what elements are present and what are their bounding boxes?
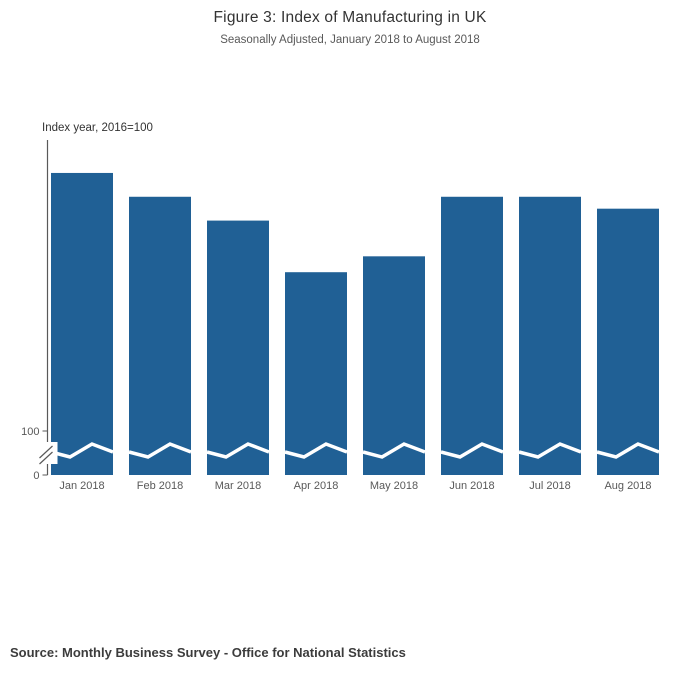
chart-title: Figure 3: Index of Manufacturing in UK	[213, 9, 487, 26]
bar-break-mark	[518, 442, 582, 459]
y-tick-label: 100	[21, 426, 39, 438]
y-axis-label: Index year, 2016=100	[42, 122, 153, 134]
axis-break-slash	[39, 451, 53, 465]
x-tick-label: Mar 2018	[215, 480, 261, 492]
bar-break-mark	[362, 442, 426, 459]
bar-chart: Index year, 2016=100 0 100 Jan 2018 Feb 201…	[21, 122, 660, 492]
bar-apr-2018	[285, 272, 347, 475]
bar-jul-2018	[519, 196, 581, 475]
bar-break-mark	[206, 442, 270, 459]
bar-jun-2018	[441, 196, 503, 475]
bar-mar-2018	[207, 220, 269, 475]
bar-break-mark	[128, 442, 192, 459]
chart-subtitle: Seasonally Adjusted, January 2018 to Aug…	[220, 34, 480, 46]
bar-feb-2018	[129, 196, 191, 475]
chart-body: 0 100 Jan 2018 Feb 2018 Mar 2018 Apr 2018 May …	[21, 140, 660, 492]
bar-break-mark	[50, 442, 114, 459]
x-tick-label: Jun 2018	[449, 480, 494, 492]
bar-break-mark	[440, 442, 504, 459]
bar-jan-2018	[51, 172, 113, 475]
chart-area: Index year, 2016=100 0 100 Jan 2018 Feb 201…	[0, 48, 700, 613]
x-tick-label: Feb 2018	[137, 480, 183, 492]
bar-break-mark	[284, 442, 348, 459]
x-tick-label: May 2018	[370, 480, 418, 492]
bar-break-mark	[596, 442, 660, 459]
x-tick-label: Jan 2018	[59, 480, 104, 492]
axis-break-slash	[39, 445, 53, 459]
bar-may-2018	[363, 256, 425, 475]
x-tick-label: Aug 2018	[604, 480, 651, 492]
x-tick-label: Apr 2018	[294, 480, 339, 492]
bar-aug-2018	[597, 208, 659, 475]
y-tick-label: 0	[33, 470, 39, 482]
axis-break-gap	[37, 442, 58, 464]
x-tick-label: Jul 2018	[529, 480, 571, 492]
source-caption: Source: Monthly Business Survey - Office…	[10, 645, 406, 660]
